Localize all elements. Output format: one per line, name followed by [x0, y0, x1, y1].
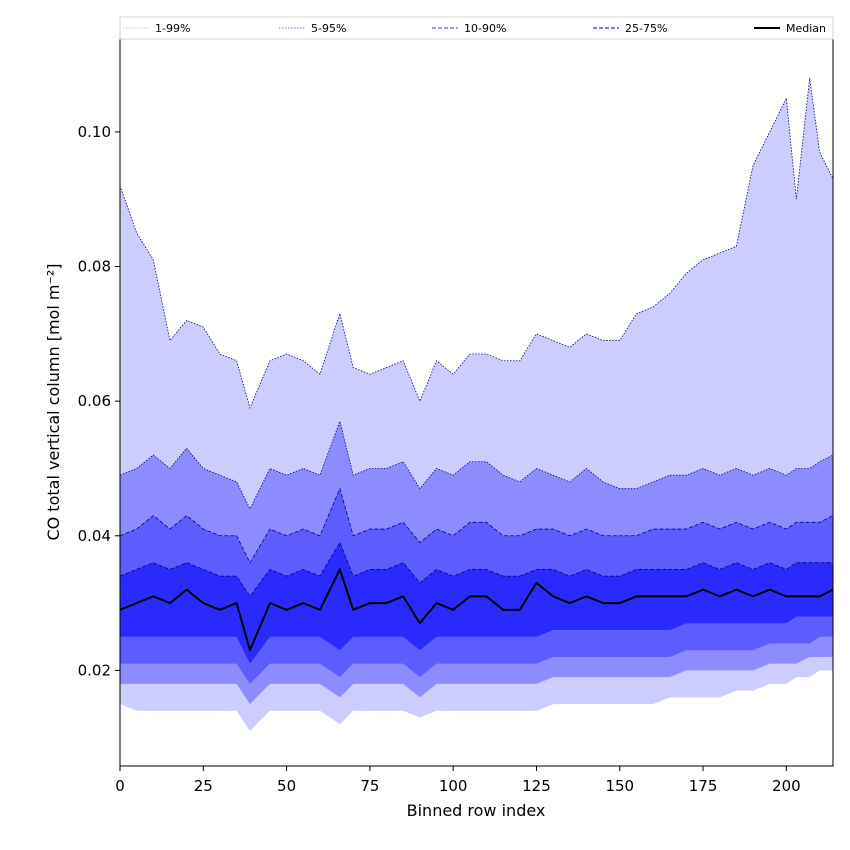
legend-label: 25-75% — [625, 22, 667, 35]
x-tick-label: 100 — [439, 777, 468, 795]
legend-label: 1-99% — [155, 22, 190, 35]
x-tick-label: 175 — [689, 777, 718, 795]
band-upper-edge-series-0 — [119, 77, 834, 410]
median-line — [119, 568, 834, 652]
band-series-3 — [120, 542, 833, 664]
legend-label: Median — [786, 22, 826, 35]
x-axis: 0 25 50 75 100 125 150 175 200 — [115, 766, 801, 795]
y-tick-label: 0.02 — [78, 661, 111, 679]
x-tick-label: 200 — [772, 777, 801, 795]
band-upper-edge-series-1 — [119, 419, 834, 510]
x-tick-label: 0 — [115, 777, 125, 795]
x-tick-label: 150 — [605, 777, 634, 795]
y-tick-label: 0.08 — [78, 258, 111, 276]
y-tick-label: 0.04 — [78, 527, 111, 545]
legend-box — [119, 16, 834, 40]
y-tick-label: 0.06 — [78, 392, 111, 410]
x-tick-label: 75 — [360, 777, 379, 795]
line-layer — [119, 77, 834, 652]
x-tick-label: 25 — [194, 777, 213, 795]
band-layer — [120, 78, 833, 731]
legend: 1-99% 5-95% 10-90% 25-75% Median — [119, 16, 834, 40]
y-axis-label: CO total vertical column [mol m⁻²] — [44, 263, 63, 540]
x-tick-label: 125 — [522, 777, 551, 795]
legend-label: 5-95% — [311, 22, 346, 35]
y-tick-label: 0.10 — [78, 123, 111, 141]
legend-label: 10-90% — [464, 22, 506, 35]
band-upper-edge-series-2 — [119, 487, 834, 564]
y-axis: 0.02 0.04 0.06 0.08 0.10 — [78, 123, 120, 679]
x-tick-label: 50 — [277, 777, 296, 795]
band-upper-edge-series-3 — [119, 541, 833, 598]
x-axis-label: Binned row index — [407, 801, 546, 820]
